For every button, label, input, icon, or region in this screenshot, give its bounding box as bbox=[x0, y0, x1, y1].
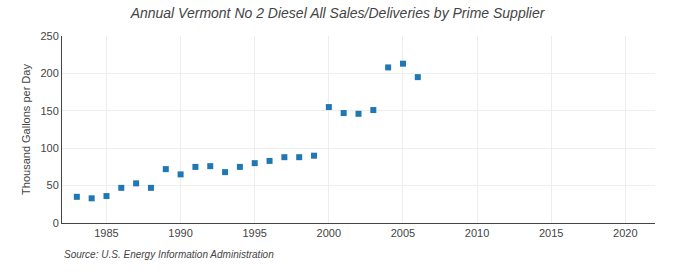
svg-text:2005: 2005 bbox=[391, 227, 415, 239]
svg-text:2015: 2015 bbox=[539, 227, 563, 239]
svg-text:100: 100 bbox=[40, 142, 58, 154]
svg-text:250: 250 bbox=[40, 30, 58, 42]
svg-text:2020: 2020 bbox=[613, 227, 637, 239]
svg-text:1995: 1995 bbox=[242, 227, 266, 239]
svg-text:50: 50 bbox=[47, 179, 59, 191]
svg-text:0: 0 bbox=[53, 217, 59, 229]
svg-text:2000: 2000 bbox=[317, 227, 341, 239]
svg-text:200: 200 bbox=[40, 67, 58, 79]
svg-text:1985: 1985 bbox=[94, 227, 118, 239]
svg-text:2010: 2010 bbox=[465, 227, 489, 239]
svg-text:Source: U.S. Energy Informatio: Source: U.S. Energy Information Administ… bbox=[64, 249, 274, 260]
svg-text:Thousand Gallons per Day: Thousand Gallons per Day bbox=[20, 64, 32, 195]
svg-text:1990: 1990 bbox=[168, 227, 192, 239]
svg-text:150: 150 bbox=[40, 105, 58, 117]
svg-text:Annual Vermont No 2 Diesel All: Annual Vermont No 2 Diesel All Sales/Del… bbox=[130, 5, 546, 21]
